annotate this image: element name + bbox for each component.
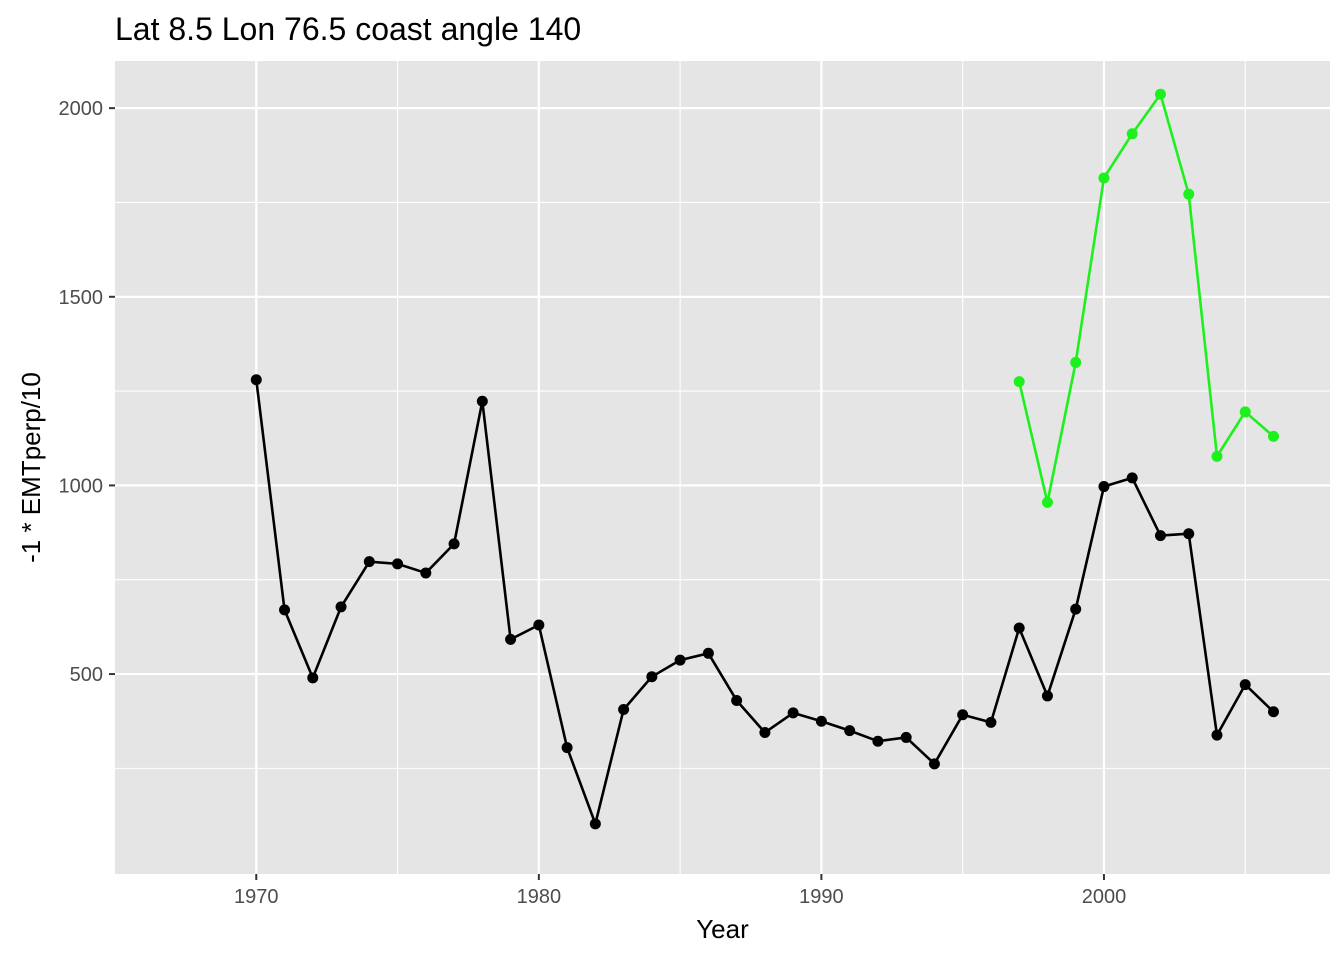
data-point [1267,430,1279,442]
grid-lines [115,61,1330,874]
data-point [844,725,856,737]
plot-panel [115,61,1330,874]
data-point [335,601,347,613]
data-point [928,758,940,770]
data-point [1211,450,1223,462]
data-point [815,715,827,727]
data-point [1098,481,1110,493]
data-point [561,742,573,754]
data-point [1154,88,1166,100]
x-tick-label: 1990 [799,886,844,908]
data-point [1267,706,1279,718]
series-1 [250,374,1279,830]
data-point [759,727,771,739]
data-point [985,716,997,728]
data-point [1239,406,1251,418]
data-point [589,818,601,830]
chart-title: Lat 8.5 Lon 76.5 coast angle 140 [115,11,581,47]
data-point [731,694,743,706]
data-point [872,735,884,747]
data-point [1211,729,1223,741]
data-point [1126,472,1138,484]
data-point [363,556,375,568]
axes: 1970 1980 1990 2000 500 1000 1500 2000 [59,98,1127,908]
data-point [476,395,488,407]
data-point [618,704,630,716]
data-point [957,709,969,721]
data-point [1070,603,1082,615]
series-line [1017,92,1275,504]
data-point [900,731,912,743]
series-2 [1013,88,1279,508]
y-axis-title: -1 * EMTperp/10 [16,372,46,563]
data-point [448,538,460,550]
data-point [1070,356,1082,368]
data-point [533,619,545,631]
data-point [420,567,432,579]
x-tick-label: 1980 [517,886,562,908]
x-tick-label: 1970 [234,886,279,908]
data-point [1098,172,1110,184]
data-point [1126,128,1138,140]
data-point [702,647,714,659]
y-tick-label: 500 [70,664,103,686]
data-point [1183,188,1195,200]
data-point [1013,622,1025,634]
data-point [392,558,404,570]
data-point [1183,528,1195,540]
data-point [1041,690,1053,702]
data-point [279,604,291,616]
data-point [646,671,658,683]
data-point [1154,530,1166,542]
data-point [307,672,319,684]
data-point [1013,376,1025,388]
x-tick-label: 2000 [1082,886,1127,908]
data-point [787,707,799,719]
data-point [1041,496,1053,508]
data-point [674,654,686,666]
data-point [250,374,262,386]
data-point [505,633,517,645]
x-axis-title: Year [696,914,749,944]
series-layer [250,88,1279,830]
data-point [1239,679,1251,691]
y-tick-label: 1500 [59,287,104,309]
y-tick-label: 1000 [59,475,104,497]
y-tick-label: 2000 [59,98,104,120]
